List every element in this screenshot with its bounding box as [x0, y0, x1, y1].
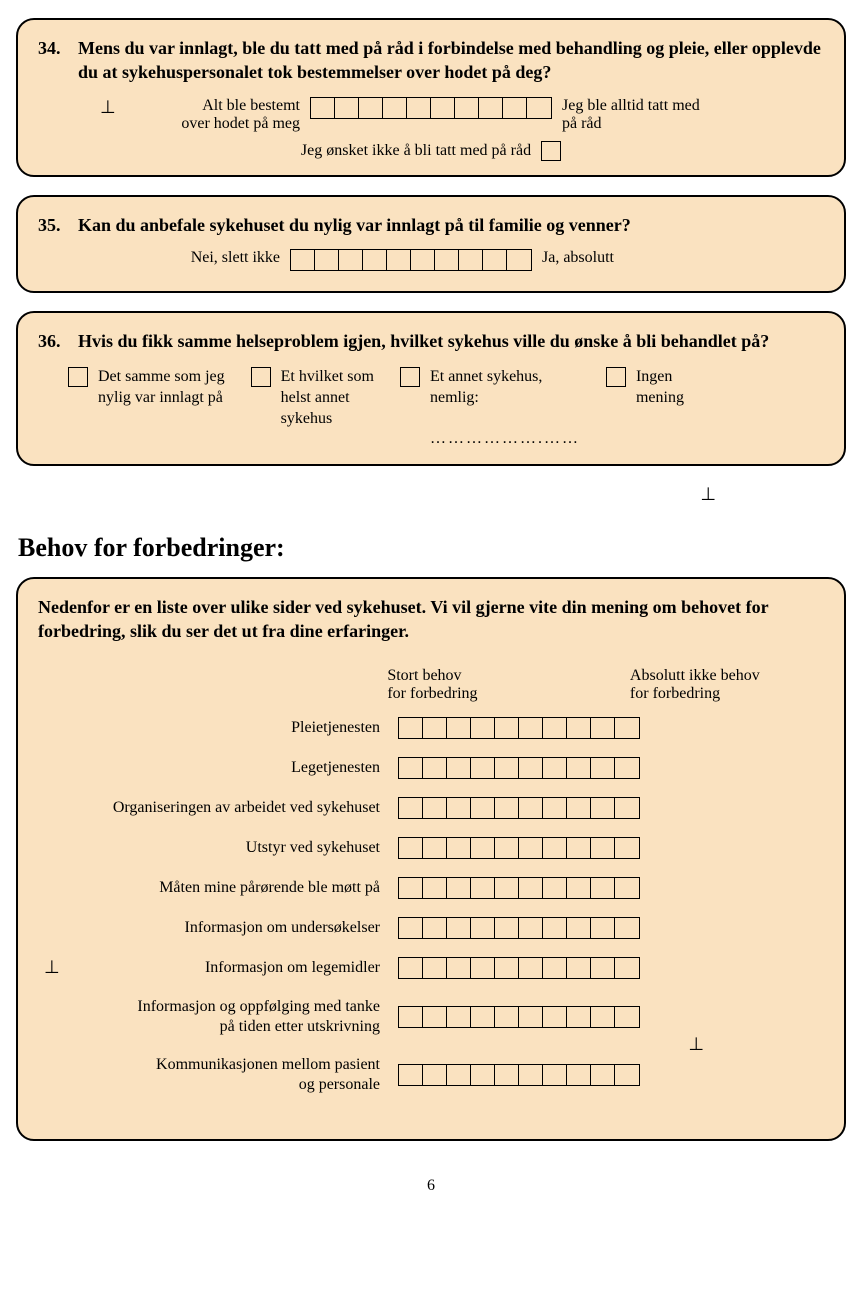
question-34-number: 34. — [38, 36, 78, 85]
perp-mark-icon: ⊥ — [100, 97, 130, 118]
question-36-box: 36. Hvis du fikk samme helseproblem igje… — [16, 311, 846, 466]
choice-same-hospital: Det samme som jeg nylig var innlagt på — [68, 367, 225, 449]
matrix-rows: Pleietjenesten Legetjenesten Organiseringe… — [38, 717, 824, 1095]
matrix-row-label: Kommunikasjonen mellom pasientog persona… — [38, 1055, 398, 1095]
choice-specific-label: Et annet sykehus, nemlig: ……………….…… — [430, 367, 580, 449]
question-36-head: 36. Hvis du fikk samme helseproblem igje… — [38, 329, 824, 353]
perp-mark-icon: ⊥ — [16, 484, 846, 505]
matrix-row: Pleietjenesten — [38, 717, 824, 739]
question-35-number: 35. — [38, 213, 78, 237]
question-35-scale-row: Nei, slett ikke Ja, absolutt — [38, 249, 824, 271]
perp-mark-icon: ⊥ — [44, 957, 60, 978]
scale-boxes[interactable] — [398, 1064, 640, 1086]
choice-noop-label: Ingen mening — [636, 367, 684, 409]
choice-no-opinion: Ingen mening — [606, 367, 684, 449]
matrix-row-label: Legetjenesten — [38, 758, 398, 778]
scale-left-label: Nei, slett ikke — [120, 249, 280, 267]
matrix-row: Legetjenesten — [38, 757, 824, 779]
matrix-intro: Nedenfor er en liste over ulike sider ve… — [38, 595, 824, 644]
question-35-head: 35. Kan du anbefale sykehuset du nylig v… — [38, 213, 824, 237]
matrix-row: Måten mine pårørende ble møtt på — [38, 877, 824, 899]
question-34-text: Mens du var innlagt, ble du tatt med på … — [78, 36, 824, 85]
scale-boxes[interactable] — [398, 717, 640, 739]
matrix-row: Informasjon og oppfølging med tankepå ti… — [38, 997, 824, 1037]
scale-right-line1: Jeg ble alltid tatt med — [562, 97, 762, 115]
section-title: Behov for forbedringer: — [18, 533, 846, 563]
matrix-header-right: Absolutt ikke behov for forbedring — [630, 667, 824, 703]
scale-boxes[interactable] — [398, 837, 640, 859]
write-in-line[interactable]: ……………….…… — [430, 429, 580, 450]
matrix-header-left: Stort behov for forbedring — [387, 667, 630, 703]
scale-left-line2: over hodet på meg — [140, 115, 300, 133]
choice-specific-checkbox[interactable] — [400, 367, 420, 387]
question-34-head: 34. Mens du var innlagt, ble du tatt med… — [38, 36, 824, 85]
improvement-matrix-box: Nedenfor er en liste over ulike sider ve… — [16, 577, 846, 1142]
question-36-number: 36. — [38, 329, 78, 353]
question-35-box: 35. Kan du anbefale sykehuset du nylig v… — [16, 195, 846, 293]
question-36-choices: Det samme som jeg nylig var innlagt på E… — [38, 365, 824, 449]
matrix-row: Utstyr ved sykehuset — [38, 837, 824, 859]
question-36-text: Hvis du fikk samme helseproblem igjen, h… — [78, 329, 824, 353]
scale-boxes[interactable] — [398, 877, 640, 899]
choice-any-checkbox[interactable] — [251, 367, 271, 387]
optout-checkbox[interactable] — [541, 141, 561, 161]
scale-right-label: Jeg ble alltid tatt med på råd — [562, 97, 762, 133]
matrix-row-label: Utstyr ved sykehuset — [38, 838, 398, 858]
matrix-row: Informasjon om undersøkelser — [38, 917, 824, 939]
matrix-row-label: Pleietjenesten — [38, 718, 398, 738]
scale-left-label: Alt ble bestemt over hodet på meg — [140, 97, 300, 133]
choice-any-other: Et hvilket som helst annet sykehus — [251, 367, 374, 449]
choice-same-checkbox[interactable] — [68, 367, 88, 387]
question-34-optout-row: Jeg ønsket ikke å bli tatt med på råd — [38, 141, 824, 161]
matrix-row: Kommunikasjonen mellom pasientog persona… — [38, 1055, 824, 1095]
page-number: 6 — [16, 1177, 846, 1195]
question-35-text: Kan du anbefale sykehuset du nylig var i… — [78, 213, 824, 237]
matrix-row-label: Organiseringen av arbeidet ved sykehuset — [38, 798, 398, 818]
scale-boxes-q35[interactable] — [290, 249, 532, 271]
question-34-box: 34. Mens du var innlagt, ble du tatt med… — [16, 18, 846, 177]
matrix-row-label: Informasjon om legemidler — [38, 958, 398, 978]
matrix-headers: Stort behov for forbedring Absolutt ikke… — [38, 667, 824, 703]
matrix-row-label: Informasjon og oppfølging med tankepå ti… — [38, 997, 398, 1037]
matrix-row: Organiseringen av arbeidet ved sykehuset — [38, 797, 824, 819]
choice-specific-other: Et annet sykehus, nemlig: ……………….…… — [400, 367, 580, 449]
scale-boxes-q34[interactable] — [310, 97, 552, 119]
question-34-scale-row: ⊥ Alt ble bestemt over hodet på meg Jeg … — [38, 97, 824, 133]
matrix-row-label: Måten mine pårørende ble møtt på — [38, 878, 398, 898]
perp-mark-icon: ⊥ — [688, 1034, 704, 1055]
scale-boxes[interactable] — [398, 1006, 640, 1028]
scale-left-line1: Alt ble bestemt — [140, 97, 300, 115]
choice-noop-checkbox[interactable] — [606, 367, 626, 387]
scale-right-line2: på råd — [562, 115, 762, 133]
scale-boxes[interactable] — [398, 797, 640, 819]
matrix-row: ⊥Informasjon om legemidler — [38, 957, 824, 979]
scale-boxes[interactable] — [398, 917, 640, 939]
scale-right-label: Ja, absolutt — [542, 249, 742, 267]
matrix-row-label: Informasjon om undersøkelser — [38, 918, 398, 938]
choice-any-label: Et hvilket som helst annet sykehus — [281, 367, 374, 429]
choice-same-label: Det samme som jeg nylig var innlagt på — [98, 367, 225, 409]
scale-boxes[interactable] — [398, 957, 640, 979]
optout-label: Jeg ønsket ikke å bli tatt med på råd — [301, 142, 531, 160]
scale-boxes[interactable] — [398, 757, 640, 779]
